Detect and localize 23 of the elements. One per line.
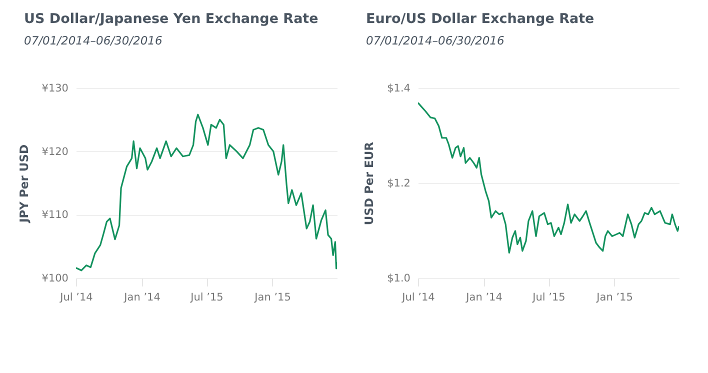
- x-tick-label: Jan ’15: [596, 292, 633, 304]
- line-series: [418, 102, 679, 254]
- y-tick-label: ¥130: [42, 82, 68, 94]
- x-tick-label: Jul ’14: [59, 292, 94, 304]
- chart-subtitle: 07/01/2014–06/30/2016: [24, 34, 162, 48]
- y-tick-label: $1.4: [387, 82, 411, 94]
- y-axis-title: JPY Per USD: [16, 144, 31, 224]
- y-tick-label: $1.0: [387, 272, 410, 284]
- chart-title: Euro/US Dollar Exchange Rate: [366, 11, 594, 27]
- x-tick-label: Jul ’15: [190, 292, 224, 304]
- chart-title: US Dollar/Japanese Yen Exchange Rate: [24, 11, 318, 27]
- x-tick-label: Jan ’14: [465, 292, 503, 304]
- line-series: [76, 114, 337, 272]
- y-tick-label: $1.2: [387, 178, 410, 190]
- y-tick-label: ¥100: [42, 272, 68, 284]
- y-tick-label: ¥110: [42, 209, 68, 222]
- x-tick-label: Jul ’15: [532, 292, 566, 304]
- x-tick-label: Jan ’14: [123, 292, 161, 304]
- chart-subtitle: 07/01/2014–06/30/2016: [366, 34, 504, 48]
- x-tick-label: Jul ’14: [401, 292, 436, 304]
- y-tick-label: ¥120: [42, 146, 68, 158]
- y-axis-title: USD Per EUR: [362, 142, 376, 226]
- x-tick-label: Jan ’15: [254, 292, 291, 304]
